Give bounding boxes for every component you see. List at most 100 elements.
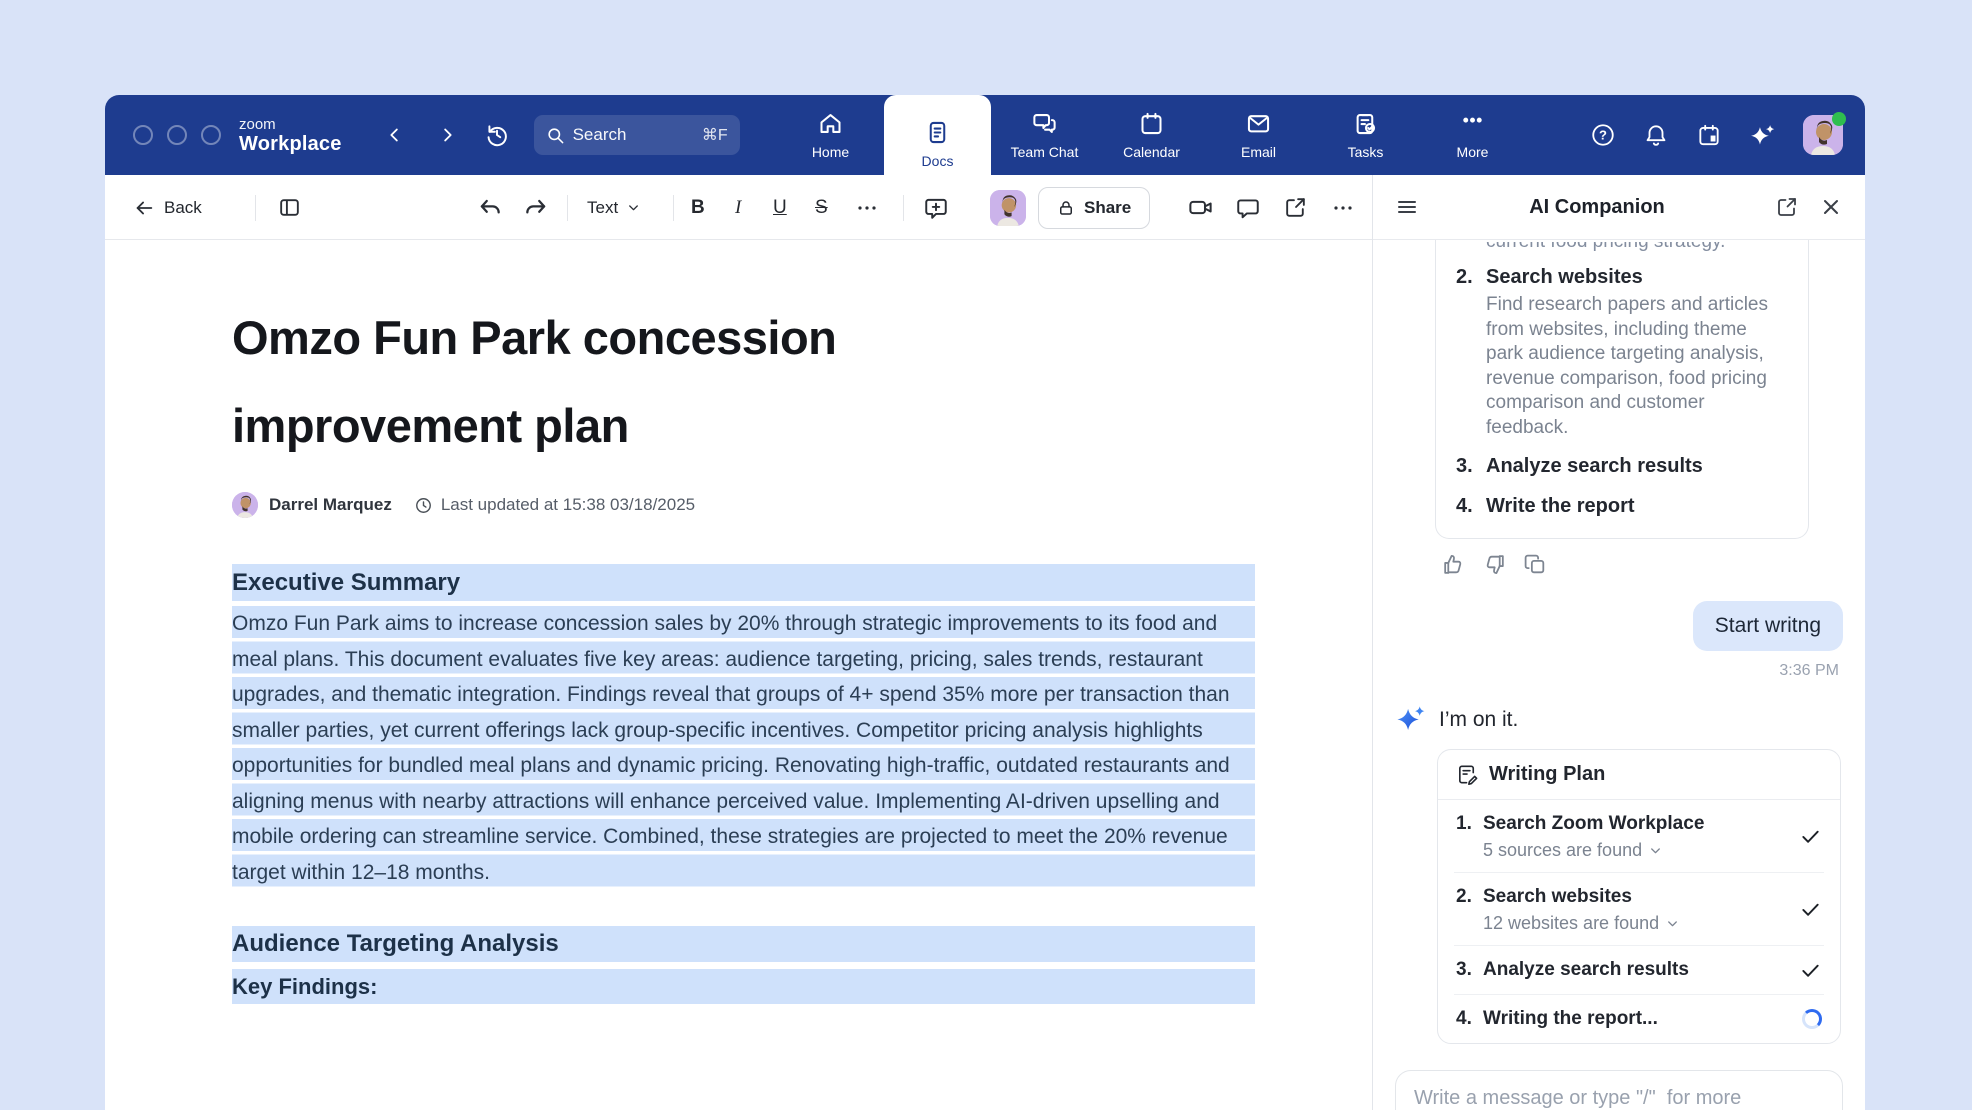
undo-icon[interactable] — [477, 175, 503, 240]
message-timestamp: 3:36 PM — [1779, 662, 1839, 679]
search-icon — [546, 126, 565, 145]
exec-summary-heading: Executive Summary — [232, 564, 1255, 601]
app-tabs: Home Docs Team Chat Calendar Email Tasks — [777, 95, 1526, 193]
message-feedback-bar — [1441, 552, 1843, 577]
plan-list-item: 3. Analyze search results — [1456, 455, 1703, 477]
search-placeholder: Search — [572, 125, 627, 144]
author-avatar — [232, 492, 258, 518]
thumbs-up-icon[interactable] — [1441, 552, 1466, 577]
underline-button[interactable]: U — [773, 196, 787, 218]
more-formatting-icon[interactable] — [855, 175, 879, 240]
writing-plan-card: Writing Plan 1. Search Zoom Workplace 5 … — [1437, 749, 1841, 1044]
close-icon[interactable] — [1819, 195, 1843, 219]
sidebar-toggle-icon[interactable] — [277, 175, 302, 240]
user-message-bubble: Start writng — [1692, 601, 1843, 651]
window-controls — [133, 125, 221, 145]
logo-zoom-text: zoom — [239, 115, 276, 133]
step-sources-expander[interactable]: 5 sources are found — [1483, 840, 1704, 861]
svg-text:?: ? — [1599, 128, 1607, 143]
copy-icon[interactable] — [1523, 552, 1548, 577]
tab-home[interactable]: Home — [777, 95, 884, 175]
notifications-icon[interactable] — [1643, 122, 1669, 148]
clipped-text-line: current food pricing strategy. — [1456, 242, 1788, 256]
bold-button[interactable]: B — [691, 196, 705, 218]
writing-plan-header: Writing Plan — [1438, 750, 1840, 800]
tab-email[interactable]: Email — [1205, 95, 1312, 175]
collaborator-avatar[interactable] — [990, 175, 1026, 240]
key-findings-heading: Key Findings: — [232, 969, 1255, 1004]
ai-companion-panel: AI Companion current food pricing strate… — [1372, 175, 1865, 1110]
ai-chat-scroll[interactable]: current food pricing strategy. 2. Search… — [1373, 240, 1865, 1110]
step-done-check-icon — [1799, 959, 1822, 982]
plan-step: 2. Search websites 12 websites are found — [1454, 873, 1824, 946]
divider — [903, 195, 904, 221]
chevron-down-icon — [1668, 921, 1678, 927]
tab-docs[interactable]: Docs — [884, 95, 991, 193]
ai-status-row: I’m on it. — [1395, 704, 1843, 735]
chevron-down-icon — [1651, 848, 1661, 854]
step-loading-spinner — [1802, 1009, 1822, 1029]
ai-sparkle-icon[interactable] — [1749, 122, 1776, 149]
doc-title: Omzo Fun Park concession improvement pla… — [232, 311, 837, 452]
open-external-icon[interactable] — [1283, 175, 1308, 240]
plan-list-item: 4. Write the report — [1456, 495, 1635, 517]
strikethrough-button[interactable]: S — [815, 196, 828, 218]
menu-icon[interactable] — [1395, 195, 1419, 219]
search-shortcut: ⌘F — [701, 127, 728, 144]
top-navbar: zoom Workplace Search ⌘F Home Docs — [105, 95, 1865, 193]
share-label: Share — [1084, 197, 1132, 217]
text-style-dropdown[interactable]: Text — [587, 175, 641, 240]
plan-step: 4. Writing the report... — [1454, 995, 1824, 1043]
composer-input[interactable] — [1414, 1087, 1824, 1110]
back-label: Back — [164, 197, 202, 217]
thumbs-down-icon[interactable] — [1482, 552, 1507, 577]
online-status-dot — [1832, 112, 1846, 126]
video-meeting-icon[interactable] — [1187, 175, 1214, 240]
history-icon[interactable] — [484, 122, 510, 148]
ai-panel-header: AI Companion — [1373, 175, 1865, 240]
user-avatar[interactable] — [1803, 112, 1846, 155]
plan-step: 3. Analyze search results — [1454, 946, 1824, 995]
logo-workplace-text: Workplace — [239, 132, 342, 155]
share-button[interactable]: Share — [1038, 175, 1151, 240]
redo-icon[interactable] — [523, 175, 549, 240]
tab-calendar[interactable]: Calendar — [1098, 95, 1205, 175]
ai-plan-message-card: current food pricing strategy. 2. Search… — [1435, 240, 1809, 539]
more-actions-icon[interactable] — [1331, 175, 1355, 240]
last-updated: Last updated at 15:38 03/18/2025 — [440, 495, 696, 514]
chevron-down-icon — [629, 205, 639, 211]
window-minimize-button[interactable] — [167, 125, 187, 145]
document-canvas[interactable]: Omzo Fun Park concession improvement pla… — [105, 240, 1372, 1110]
nav-back-icon[interactable] — [384, 124, 406, 146]
ai-panel-title: AI Companion — [1529, 195, 1665, 218]
plan-step: 1. Search Zoom Workplace 5 sources are f… — [1454, 800, 1824, 873]
search-input[interactable]: Search ⌘F — [533, 115, 740, 155]
pop-out-icon[interactable] — [1775, 195, 1799, 219]
step-sources-expander[interactable]: 12 websites are found — [1483, 913, 1680, 934]
chat-icon[interactable] — [1235, 175, 1261, 240]
ai-companion-logo-icon — [1395, 704, 1426, 735]
add-comment-icon[interactable] — [923, 175, 949, 240]
italic-button[interactable]: I — [735, 196, 742, 218]
window-zoom-button[interactable] — [201, 125, 221, 145]
tab-more[interactable]: More — [1419, 95, 1526, 175]
back-button[interactable]: Back — [133, 175, 202, 240]
step-done-check-icon — [1799, 825, 1822, 848]
clock-icon — [414, 496, 433, 515]
tab-team-chat[interactable]: Team Chat — [991, 95, 1098, 175]
doc-toolbar: Back Text B I U S — [105, 175, 1372, 240]
calendar-badge-icon[interactable] — [1696, 122, 1722, 148]
tab-tasks[interactable]: Tasks — [1312, 95, 1419, 175]
plan-list-item: 2. Search websites Find research papers … — [1456, 266, 1768, 438]
step-done-check-icon — [1799, 898, 1822, 921]
message-composer — [1395, 1070, 1843, 1110]
exec-summary-paragraph: Omzo Fun Park aims to increase concessio… — [232, 606, 1255, 890]
writing-plan-icon — [1456, 763, 1479, 786]
divider — [255, 195, 256, 221]
author-name: Darrel Marquez — [269, 495, 392, 514]
audience-heading: Audience Targeting Analysis — [232, 926, 1255, 962]
help-icon[interactable]: ? — [1590, 122, 1616, 148]
window-close-button[interactable] — [133, 125, 153, 145]
nav-forward-icon[interactable] — [436, 124, 458, 146]
user-message-row: Start writng — [1395, 601, 1843, 651]
